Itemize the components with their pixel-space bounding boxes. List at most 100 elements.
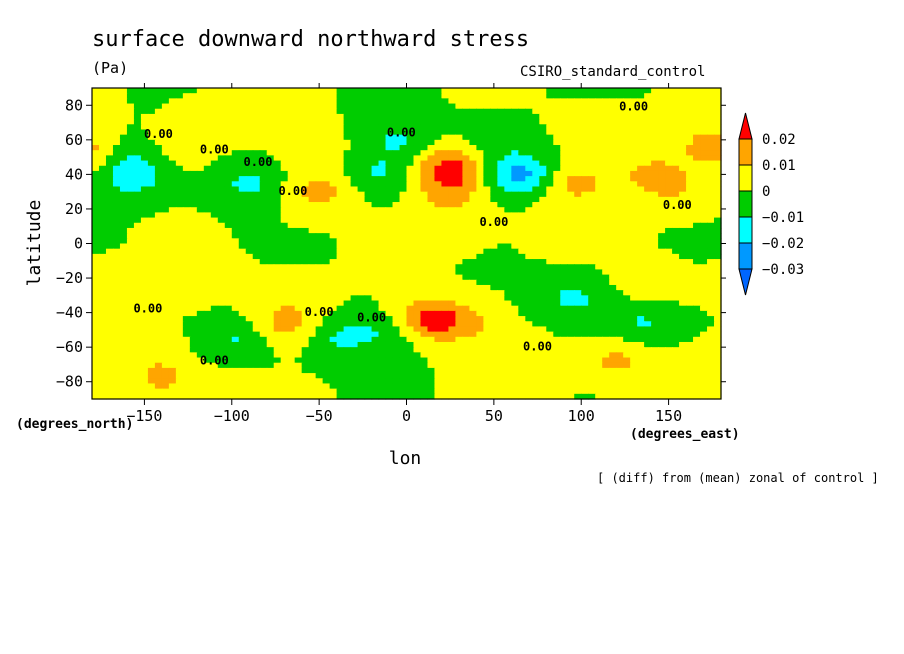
field-cell — [175, 248, 184, 255]
field-cell — [476, 88, 484, 94]
field-cell — [714, 284, 722, 291]
field-cell — [427, 93, 436, 99]
field-cell — [560, 352, 568, 359]
field-cell — [245, 362, 254, 369]
field-cell — [196, 119, 205, 125]
field-cell — [686, 367, 694, 374]
field-cell — [287, 300, 296, 307]
field-cell — [154, 98, 163, 105]
field-cell — [469, 196, 477, 203]
field-cell — [665, 124, 673, 131]
field-cell — [301, 248, 310, 255]
field-cell — [175, 207, 184, 213]
field-cell — [140, 269, 149, 276]
field-cell — [266, 269, 275, 276]
field-cell — [245, 155, 254, 162]
field-cell — [175, 284, 184, 291]
field-cell — [119, 124, 128, 131]
field-cell — [504, 134, 512, 141]
field-cell — [574, 326, 582, 333]
field-cell — [637, 93, 645, 99]
field-cell — [539, 103, 547, 110]
field-cell — [350, 357, 359, 364]
field-cell — [553, 93, 561, 99]
field-cell — [476, 341, 484, 348]
field-cell — [714, 367, 722, 374]
field-cell — [434, 316, 443, 322]
field-cell — [266, 238, 275, 245]
field-cell — [658, 139, 666, 146]
field-cell — [420, 227, 429, 234]
field-cell — [546, 170, 554, 177]
field-cell — [210, 155, 219, 162]
field-cell — [126, 362, 135, 369]
field-cell — [392, 103, 401, 110]
field-cell — [343, 196, 352, 203]
field-cell — [525, 124, 533, 131]
field-cell — [588, 134, 596, 141]
field-cell — [301, 347, 310, 353]
field-cell — [210, 176, 219, 182]
field-cell — [371, 248, 380, 255]
field-cell — [476, 305, 484, 312]
field-cell — [476, 362, 484, 369]
field-cell — [490, 233, 498, 239]
field-cell — [371, 119, 380, 125]
field-cell — [504, 367, 512, 374]
field-cell — [364, 181, 373, 188]
field-cell — [259, 139, 268, 146]
field-cell — [266, 170, 275, 177]
field-cell — [399, 238, 408, 245]
field-cell — [154, 186, 163, 193]
field-cell — [623, 352, 631, 359]
field-cell — [588, 316, 596, 322]
field-cell — [224, 326, 233, 333]
field-cell — [280, 139, 289, 146]
field-cell — [658, 264, 666, 271]
field-cell — [406, 119, 415, 125]
field-cell — [315, 160, 324, 167]
field-cell — [581, 279, 589, 286]
field-cell — [259, 176, 268, 182]
field-cell — [357, 331, 366, 338]
field-cell — [616, 253, 624, 260]
field-cell — [602, 248, 610, 255]
field-cell — [574, 295, 582, 302]
field-cell — [203, 321, 212, 328]
field-cell — [210, 367, 219, 374]
field-cell — [133, 160, 142, 167]
field-cell — [350, 227, 359, 234]
field-cell — [154, 222, 163, 229]
field-cell — [651, 119, 659, 125]
field-cell — [539, 119, 547, 125]
field-cell — [168, 119, 177, 125]
field-cell — [287, 181, 296, 188]
field-cell — [168, 207, 177, 213]
field-cell — [259, 357, 268, 364]
field-cell — [462, 139, 470, 146]
field-cell — [350, 233, 359, 239]
field-cell — [175, 165, 184, 172]
field-cell — [112, 326, 121, 333]
field-cell — [189, 341, 198, 348]
field-cell — [434, 238, 443, 245]
field-cell — [105, 373, 114, 379]
field-cell — [378, 191, 387, 198]
field-cell — [644, 248, 652, 255]
field-cell — [210, 290, 219, 296]
field-cell — [203, 227, 212, 234]
field-cell — [609, 134, 617, 141]
field-cell — [469, 284, 477, 291]
field-cell — [329, 222, 338, 229]
field-cell — [399, 269, 408, 276]
field-cell — [553, 165, 561, 172]
field-cell — [385, 367, 394, 374]
field-cell — [630, 227, 638, 234]
field-cell — [301, 139, 310, 146]
field-cell — [476, 295, 484, 302]
field-cell — [658, 243, 666, 250]
field-cell — [119, 113, 128, 120]
field-cell — [238, 357, 247, 364]
field-cell — [539, 336, 547, 343]
field-cell — [308, 191, 317, 198]
